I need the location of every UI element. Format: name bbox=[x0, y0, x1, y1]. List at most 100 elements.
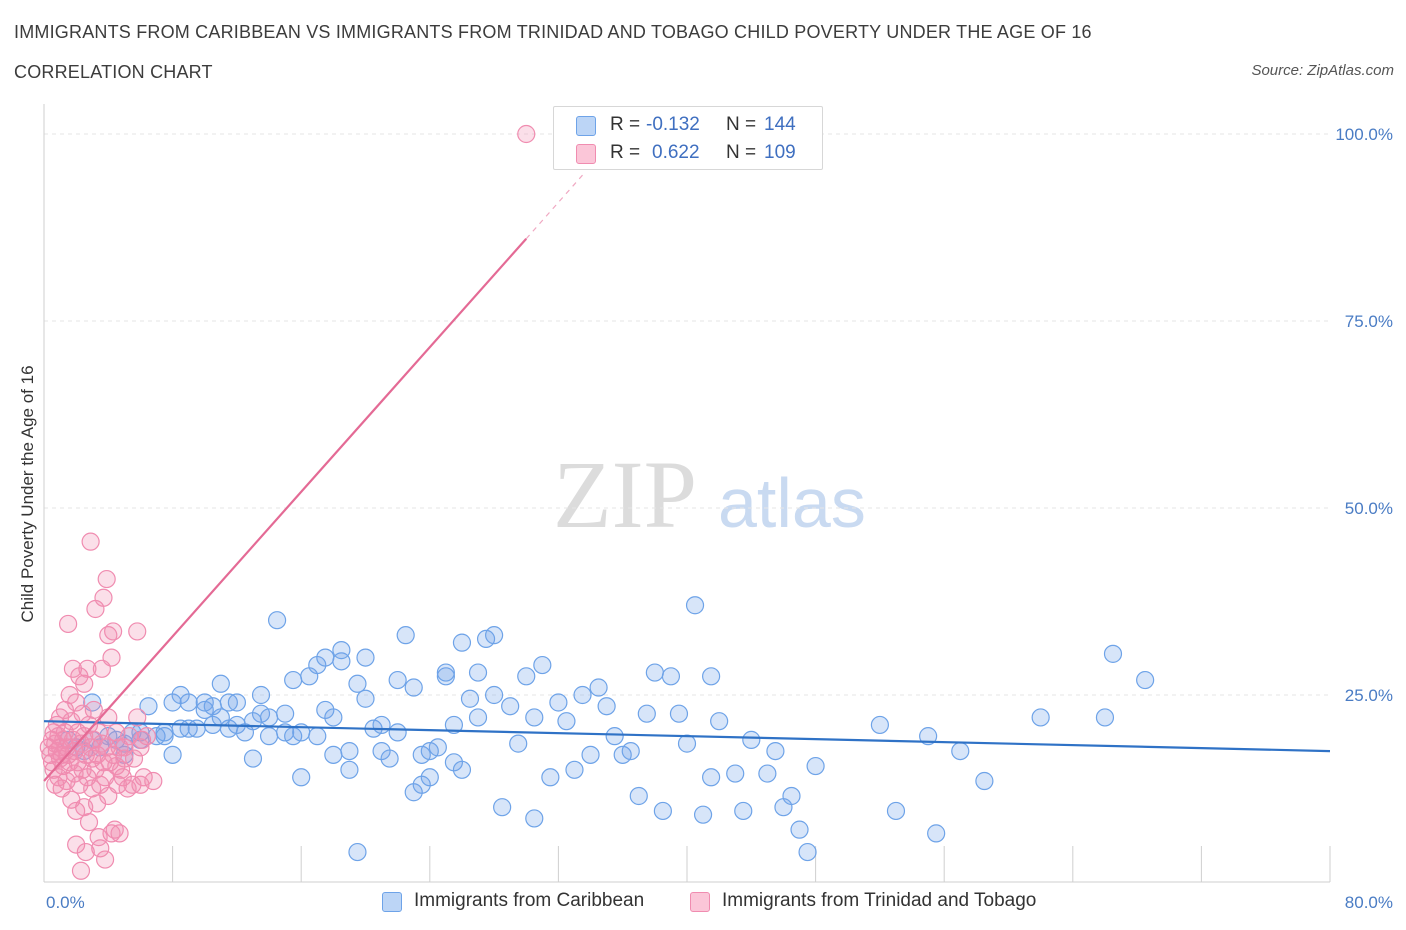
point-trinidad bbox=[63, 659, 83, 678]
point-caribbean bbox=[927, 824, 946, 843]
point-caribbean bbox=[396, 626, 415, 645]
point-caribbean bbox=[348, 674, 367, 693]
point-caribbean bbox=[661, 667, 681, 686]
point-caribbean bbox=[525, 708, 544, 727]
point-trinidad bbox=[128, 622, 147, 641]
point-caribbean bbox=[742, 730, 761, 749]
point-caribbean bbox=[726, 764, 745, 783]
point-caribbean bbox=[493, 798, 512, 817]
point-trinidad bbox=[78, 659, 97, 678]
point-caribbean bbox=[324, 708, 343, 727]
point-caribbean bbox=[557, 712, 576, 731]
point-trinidad bbox=[110, 824, 129, 843]
trend-lines bbox=[43, 174, 1331, 782]
point-caribbean bbox=[1095, 708, 1115, 727]
point-caribbean bbox=[645, 663, 664, 682]
point-caribbean bbox=[565, 760, 584, 779]
point-caribbean bbox=[517, 667, 536, 686]
point-caribbean bbox=[436, 663, 455, 682]
y-tick-label: 50.0% bbox=[1345, 499, 1393, 518]
point-caribbean bbox=[372, 715, 391, 735]
series-swatch-caribbean bbox=[382, 892, 402, 912]
point-caribbean bbox=[452, 760, 472, 779]
point-caribbean bbox=[710, 712, 729, 731]
y-tick-label: 75.0% bbox=[1345, 312, 1393, 331]
point-caribbean bbox=[428, 738, 447, 757]
point-trinidad bbox=[67, 693, 86, 712]
point-caribbean bbox=[259, 708, 279, 727]
point-caribbean bbox=[597, 697, 616, 716]
source-label: Source: ZipAtlas.com bbox=[1251, 62, 1394, 79]
watermark-zip: ZIP bbox=[553, 441, 697, 548]
point-trinidad bbox=[75, 674, 94, 693]
point-caribbean bbox=[549, 693, 568, 712]
point-caribbean bbox=[1103, 644, 1123, 663]
point-caribbean bbox=[790, 820, 809, 839]
legend-n-label: N = bbox=[726, 142, 757, 163]
legend-r-value: 0.622 bbox=[652, 142, 700, 163]
point-caribbean bbox=[356, 689, 375, 708]
point-caribbean bbox=[886, 801, 906, 821]
point-caribbean bbox=[380, 749, 399, 768]
series-name-trinidad: Immigrants from Trinidad and Tobago bbox=[722, 890, 1037, 911]
point-trinidad bbox=[144, 771, 163, 791]
point-caribbean bbox=[259, 727, 279, 746]
legend-n-value: 144 bbox=[764, 114, 796, 135]
point-caribbean bbox=[155, 723, 174, 742]
point-caribbean bbox=[533, 655, 552, 675]
point-caribbean bbox=[292, 768, 311, 787]
point-trinidad bbox=[89, 723, 108, 742]
point-caribbean bbox=[452, 633, 472, 652]
point-caribbean bbox=[685, 596, 705, 615]
trend-line-trinidad bbox=[43, 237, 528, 782]
y-tick-label: 25.0% bbox=[1345, 686, 1393, 705]
point-caribbean bbox=[758, 764, 777, 783]
legend-swatch-trinidad bbox=[576, 144, 596, 164]
point-caribbean bbox=[677, 734, 697, 753]
point-trinidad bbox=[134, 768, 153, 787]
point-trinidad bbox=[94, 588, 113, 607]
point-caribbean bbox=[573, 685, 592, 705]
point-caribbean bbox=[348, 842, 367, 862]
point-caribbean bbox=[1031, 708, 1050, 727]
point-caribbean bbox=[702, 768, 721, 787]
point-caribbean bbox=[485, 685, 504, 705]
point-trinidad bbox=[102, 648, 121, 667]
point-caribbean bbox=[541, 768, 560, 787]
point-trinidad bbox=[67, 835, 86, 854]
point-trinidad bbox=[97, 569, 116, 589]
point-caribbean bbox=[227, 693, 246, 712]
point-trinidad bbox=[79, 813, 99, 832]
trend-line-trinidad-extension bbox=[525, 174, 583, 240]
point-caribbean bbox=[485, 626, 504, 645]
point-caribbean bbox=[589, 678, 608, 697]
point-caribbean bbox=[163, 745, 182, 764]
point-trinidad bbox=[71, 861, 91, 880]
series-swatch-trinidad bbox=[690, 892, 710, 912]
point-trinidad bbox=[59, 614, 78, 634]
point-caribbean bbox=[468, 708, 488, 727]
point-trinidad bbox=[95, 850, 115, 869]
axes bbox=[43, 104, 1331, 883]
point-trinidad bbox=[84, 700, 103, 720]
point-trinidad bbox=[104, 622, 123, 641]
x-tick-label: 80.0% bbox=[1345, 893, 1393, 912]
point-caribbean bbox=[702, 667, 721, 686]
point-caribbean bbox=[388, 723, 407, 742]
point-caribbean bbox=[693, 805, 713, 824]
point-caribbean bbox=[509, 734, 528, 753]
point-caribbean bbox=[734, 801, 753, 821]
point-caribbean bbox=[187, 719, 206, 738]
watermark-atlas: atlas bbox=[718, 464, 866, 542]
point-caribbean bbox=[276, 704, 295, 723]
legend-r-value: -0.132 bbox=[646, 114, 700, 135]
point-caribbean bbox=[340, 741, 359, 761]
point-trinidad bbox=[81, 532, 100, 551]
point-caribbean bbox=[404, 678, 423, 697]
series-name-caribbean: Immigrants from Caribbean bbox=[414, 890, 645, 911]
legend-n-label: N = bbox=[726, 114, 757, 135]
point-caribbean bbox=[340, 760, 359, 779]
point-caribbean bbox=[243, 749, 263, 768]
y-tick-label: 100.0% bbox=[1335, 125, 1393, 144]
point-trinidad bbox=[137, 727, 156, 746]
